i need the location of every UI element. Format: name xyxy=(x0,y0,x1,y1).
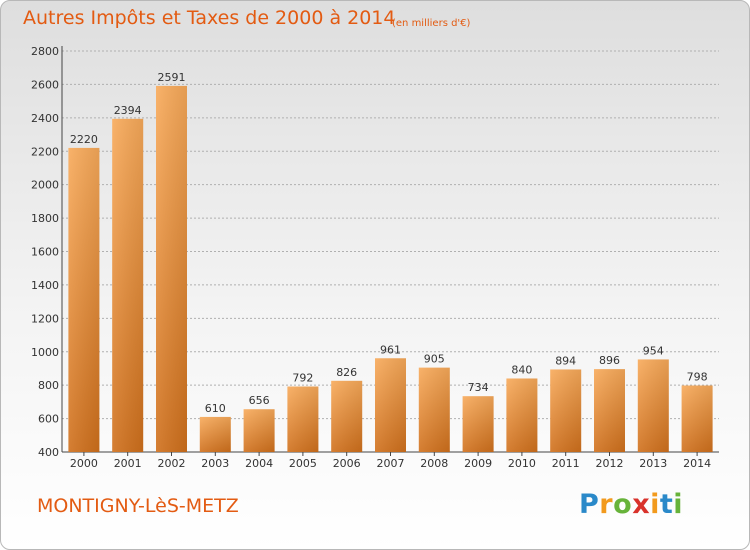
x-tick-label: 2004 xyxy=(245,457,273,470)
y-tick-label: 2800 xyxy=(31,45,59,58)
y-tick-label: 1000 xyxy=(31,346,59,359)
data-label: 610 xyxy=(205,402,226,415)
y-tick-label: 1600 xyxy=(31,246,59,259)
logo-letter: x xyxy=(632,489,651,520)
x-tick-label: 2006 xyxy=(333,457,361,470)
data-label: 826 xyxy=(336,366,357,379)
x-tick-label: 2012 xyxy=(596,457,624,470)
x-tick-label: 2002 xyxy=(158,457,186,470)
data-label: 905 xyxy=(424,353,445,366)
commune-name: MONTIGNY-LèS-METZ xyxy=(37,495,239,517)
chart-subtitle: (en milliers d'€) xyxy=(392,18,471,29)
y-tick-label: 1200 xyxy=(31,312,59,325)
y-tick-label: 1800 xyxy=(31,212,59,225)
logo-letter: r xyxy=(599,489,614,520)
bar-shade xyxy=(331,380,363,452)
y-tick-label: 2000 xyxy=(31,179,59,192)
x-tick-label: 2005 xyxy=(289,457,317,470)
y-tick-label: 1400 xyxy=(31,279,59,292)
x-tick-label: 2007 xyxy=(377,457,405,470)
bar-shade xyxy=(681,385,713,452)
data-label: 894 xyxy=(555,354,576,367)
x-tick-label: 2013 xyxy=(639,457,667,470)
bar-shade xyxy=(462,396,494,452)
logo-letter: o xyxy=(613,489,633,520)
data-label: 2394 xyxy=(114,104,142,117)
y-tick-label: 400 xyxy=(38,446,59,459)
x-tick-label: 2001 xyxy=(114,457,142,470)
y-tick-label: 2400 xyxy=(31,112,59,125)
bar-shade xyxy=(550,369,582,452)
bar-shade xyxy=(287,386,319,452)
chart-title: Autres Impôts et Taxes de 2000 à 2014 xyxy=(23,7,396,29)
data-label: 954 xyxy=(643,344,664,357)
bar-shade xyxy=(418,367,450,452)
y-tick-label: 2600 xyxy=(31,78,59,91)
bar-shade xyxy=(375,358,406,452)
x-tick-label: 2000 xyxy=(70,457,98,470)
data-label: 656 xyxy=(249,394,270,407)
y-tick-label: 600 xyxy=(38,413,59,426)
x-tick-label: 2011 xyxy=(552,457,580,470)
bar-shade xyxy=(637,359,669,452)
bar-shade xyxy=(506,378,538,452)
data-label: 2591 xyxy=(158,71,186,84)
x-tick-label: 2014 xyxy=(683,457,711,470)
bar-shade xyxy=(243,409,275,452)
data-label: 2220 xyxy=(70,133,98,146)
y-tick-label: 2200 xyxy=(31,145,59,158)
logo-letter: P xyxy=(579,489,600,520)
y-tick-label: 800 xyxy=(38,379,59,392)
bar-shade xyxy=(199,416,231,452)
logo-letter: t xyxy=(659,489,674,520)
bar-shade xyxy=(156,85,187,453)
x-tick-label: 2008 xyxy=(420,457,448,470)
x-tick-label: 2003 xyxy=(201,457,229,470)
data-label: 792 xyxy=(292,372,313,385)
data-label: 961 xyxy=(380,343,401,356)
proxiti-logo: Proxiti xyxy=(579,489,683,520)
bar-shade xyxy=(112,118,144,453)
data-label: 798 xyxy=(687,371,708,384)
data-label: 896 xyxy=(599,354,620,367)
bar-shade xyxy=(594,369,625,452)
x-tick-label: 2010 xyxy=(508,457,536,470)
data-label: 734 xyxy=(468,381,489,394)
data-label: 840 xyxy=(511,363,532,376)
x-tick-label: 2009 xyxy=(464,457,492,470)
logo-letter: i xyxy=(673,489,684,520)
logo-letter: i xyxy=(650,489,660,520)
bar-shade xyxy=(68,147,100,453)
